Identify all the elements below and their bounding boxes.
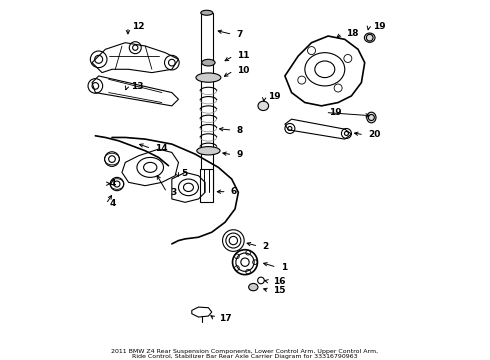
Ellipse shape [248, 283, 258, 291]
Text: 19: 19 [329, 108, 342, 117]
Text: 15: 15 [273, 286, 286, 295]
Text: 20: 20 [368, 130, 380, 139]
Text: 3: 3 [171, 188, 177, 197]
Ellipse shape [197, 147, 220, 155]
Ellipse shape [196, 73, 221, 82]
Ellipse shape [201, 10, 213, 15]
Text: 12: 12 [132, 22, 145, 31]
Ellipse shape [202, 59, 215, 66]
Text: 4: 4 [110, 179, 116, 188]
FancyBboxPatch shape [200, 169, 214, 202]
Text: 14: 14 [155, 144, 168, 153]
Text: 7: 7 [236, 30, 243, 39]
Ellipse shape [258, 101, 269, 111]
Text: 2: 2 [262, 242, 269, 251]
Text: 18: 18 [346, 29, 359, 38]
Text: 1: 1 [281, 263, 287, 272]
Text: 16: 16 [273, 277, 286, 286]
Text: 8: 8 [236, 126, 243, 135]
Text: 9: 9 [236, 150, 243, 159]
Text: 13: 13 [131, 82, 144, 91]
FancyBboxPatch shape [201, 13, 213, 192]
Text: 10: 10 [237, 67, 250, 76]
Text: 11: 11 [237, 51, 250, 60]
Text: 4: 4 [110, 199, 116, 208]
Text: 19: 19 [269, 92, 281, 101]
Ellipse shape [365, 33, 375, 42]
Text: 19: 19 [373, 22, 385, 31]
Text: 2011 BMW Z4 Rear Suspension Components, Lower Control Arm, Upper Control Arm,
Ri: 2011 BMW Z4 Rear Suspension Components, … [111, 348, 379, 359]
Text: 6: 6 [231, 187, 237, 196]
Text: 5: 5 [181, 168, 187, 177]
Text: 17: 17 [219, 314, 232, 323]
Ellipse shape [367, 112, 376, 123]
